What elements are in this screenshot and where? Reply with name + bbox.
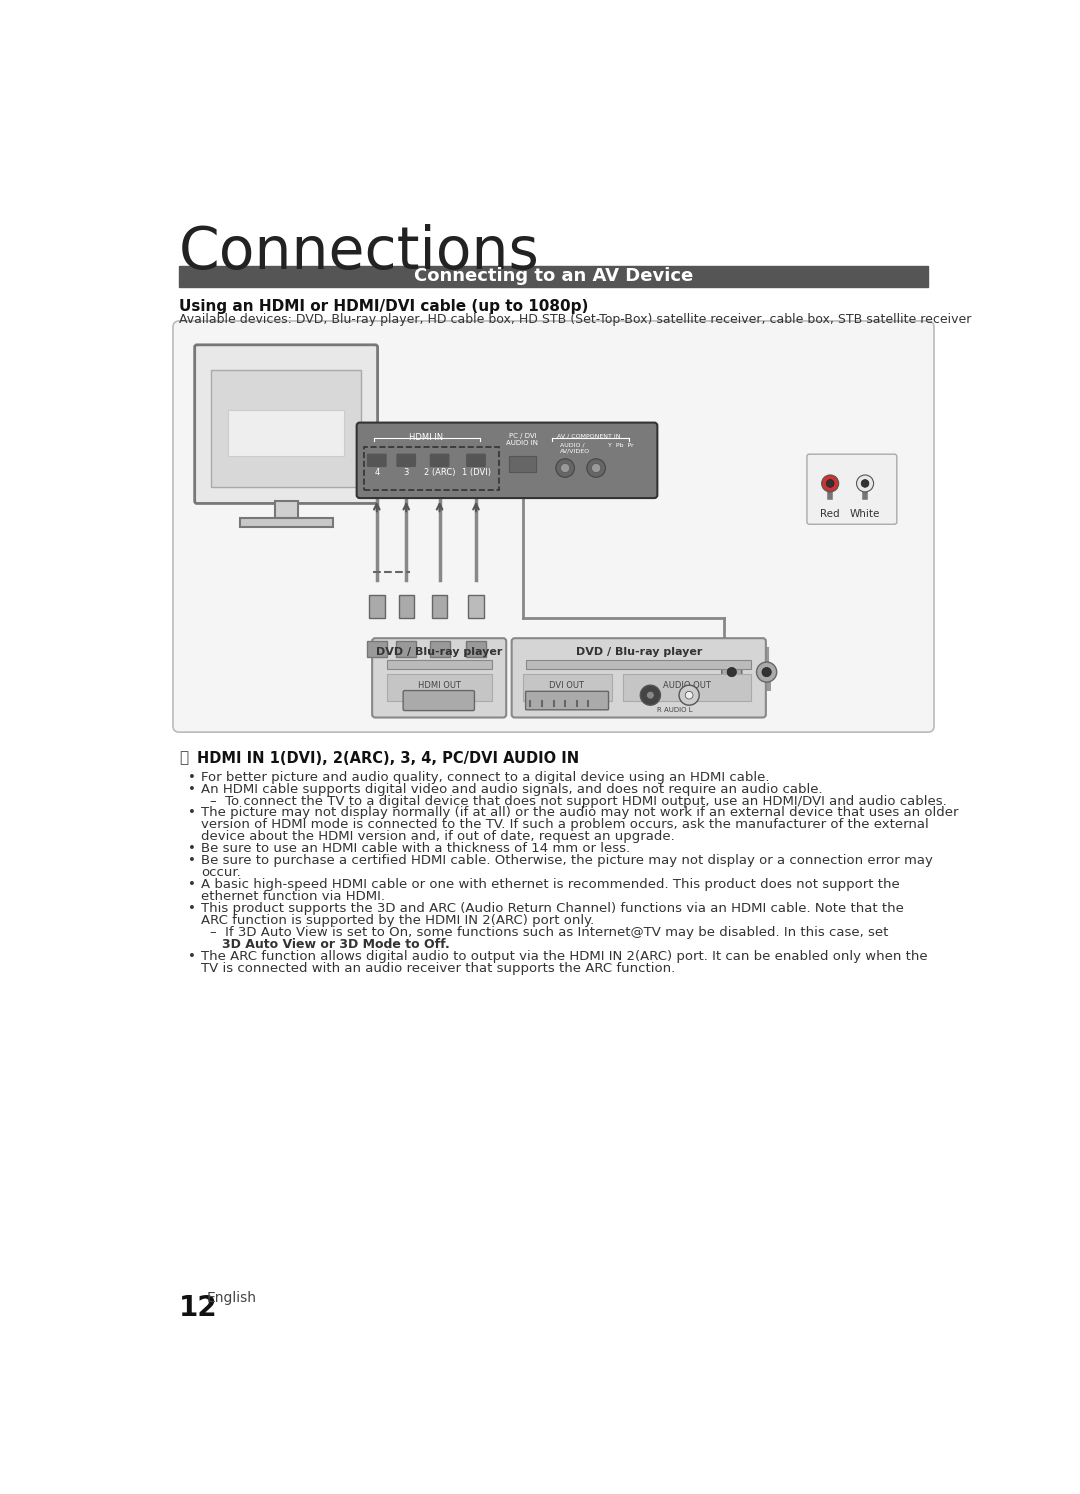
Text: 1 (DVI): 1 (DVI) bbox=[461, 468, 490, 477]
Text: Red: Red bbox=[821, 509, 840, 518]
FancyBboxPatch shape bbox=[807, 454, 896, 524]
Text: DVD / Blu-ray player: DVD / Blu-ray player bbox=[376, 647, 502, 657]
Text: •: • bbox=[188, 783, 195, 796]
Text: •: • bbox=[188, 855, 195, 867]
FancyBboxPatch shape bbox=[173, 321, 934, 732]
Circle shape bbox=[679, 686, 699, 705]
Bar bbox=[399, 595, 414, 619]
FancyBboxPatch shape bbox=[356, 423, 658, 498]
Text: •: • bbox=[188, 771, 195, 784]
Text: version of HDMI mode is connected to the TV. If such a problem occurs, ask the m: version of HDMI mode is connected to the… bbox=[201, 819, 929, 831]
Bar bbox=[387, 674, 491, 701]
Text: ARC function is supported by the HDMI IN 2(ARC) port only.: ARC function is supported by the HDMI IN… bbox=[201, 914, 594, 926]
Circle shape bbox=[586, 459, 606, 477]
Bar bbox=[211, 371, 362, 487]
Text: For better picture and audio quality, connect to a digital device using an HDMI : For better picture and audio quality, co… bbox=[201, 771, 769, 784]
Circle shape bbox=[721, 662, 742, 683]
Text: 2 (ARC): 2 (ARC) bbox=[423, 468, 456, 477]
Text: AV / COMPONENT IN: AV / COMPONENT IN bbox=[556, 433, 620, 438]
Text: 12: 12 bbox=[179, 1294, 218, 1322]
FancyBboxPatch shape bbox=[403, 690, 474, 711]
FancyBboxPatch shape bbox=[194, 345, 378, 503]
Text: R AUDIO L: R AUDIO L bbox=[658, 707, 693, 713]
Circle shape bbox=[822, 475, 839, 492]
Circle shape bbox=[592, 463, 600, 472]
Circle shape bbox=[727, 668, 737, 677]
Text: •: • bbox=[188, 878, 195, 890]
FancyBboxPatch shape bbox=[512, 638, 766, 717]
Bar bbox=[369, 595, 384, 619]
Circle shape bbox=[561, 463, 570, 472]
Text: Be sure to use an HDMI cable with a thickness of 14 mm or less.: Be sure to use an HDMI cable with a thic… bbox=[201, 843, 630, 855]
Bar bbox=[432, 595, 447, 619]
Circle shape bbox=[685, 692, 693, 699]
Text: PC / DVI
AUDIO IN: PC / DVI AUDIO IN bbox=[507, 433, 539, 447]
Text: DVD / Blu-ray player: DVD / Blu-ray player bbox=[576, 647, 702, 657]
Text: English: English bbox=[207, 1291, 257, 1306]
Text: –  To connect the TV to a digital device that does not support HDMI output, use : – To connect the TV to a digital device … bbox=[211, 795, 947, 808]
Text: Connecting to an AV Device: Connecting to an AV Device bbox=[414, 267, 693, 285]
Text: HDMI OUT: HDMI OUT bbox=[418, 681, 461, 690]
Text: 4: 4 bbox=[374, 468, 379, 477]
FancyBboxPatch shape bbox=[397, 454, 416, 466]
Text: TV is connected with an audio receiver that supports the ARC function.: TV is connected with an audio receiver t… bbox=[201, 962, 675, 974]
Bar bbox=[526, 660, 751, 669]
Text: Using an HDMI or HDMI/DVI cable (up to 1080p): Using an HDMI or HDMI/DVI cable (up to 1… bbox=[179, 299, 589, 314]
Text: HDMI IN: HDMI IN bbox=[408, 433, 443, 442]
Text: ethernet function via HDMI.: ethernet function via HDMI. bbox=[201, 890, 384, 902]
Text: Y  Pb  Pr: Y Pb Pr bbox=[608, 442, 633, 448]
Text: •: • bbox=[188, 950, 195, 962]
Text: •: • bbox=[188, 902, 195, 914]
Bar bbox=[364, 447, 499, 490]
Text: The ARC function allows digital audio to output via the HDMI IN 2(ARC) port. It : The ARC function allows digital audio to… bbox=[201, 950, 928, 962]
Bar bbox=[240, 518, 333, 527]
Bar bbox=[509, 457, 537, 472]
Text: AUDIO /
AV/VIDEO: AUDIO / AV/VIDEO bbox=[559, 442, 590, 453]
Bar bbox=[179, 266, 928, 287]
Text: AUDIO OUT: AUDIO OUT bbox=[663, 681, 711, 690]
Circle shape bbox=[556, 459, 575, 477]
Text: HDMI IN 1(DVI), 2(ARC), 3, 4, PC/DVI AUDIO IN: HDMI IN 1(DVI), 2(ARC), 3, 4, PC/DVI AUD… bbox=[197, 750, 579, 765]
Text: •: • bbox=[188, 843, 195, 855]
Circle shape bbox=[826, 480, 834, 487]
Bar bbox=[274, 500, 298, 518]
Text: device about the HDMI version and, if out of date, request an upgrade.: device about the HDMI version and, if ou… bbox=[201, 831, 675, 843]
Bar bbox=[387, 660, 491, 669]
FancyBboxPatch shape bbox=[430, 454, 449, 466]
FancyBboxPatch shape bbox=[367, 454, 387, 466]
Text: Available devices: DVD, Blu-ray player, HD cable box, HD STB (Set-Top-Box) satel: Available devices: DVD, Blu-ray player, … bbox=[179, 314, 972, 326]
Circle shape bbox=[861, 480, 869, 487]
Bar bbox=[523, 674, 611, 701]
Bar bbox=[465, 641, 486, 657]
Bar bbox=[469, 595, 484, 619]
FancyBboxPatch shape bbox=[373, 638, 507, 717]
Text: DVI OUT: DVI OUT bbox=[549, 681, 584, 690]
Circle shape bbox=[856, 475, 874, 492]
Text: 3D Auto View or 3D Mode to Off.: 3D Auto View or 3D Mode to Off. bbox=[221, 938, 449, 950]
Text: 3: 3 bbox=[404, 468, 409, 477]
Text: An HDMI cable supports digital video and audio signals, and does not require an : An HDMI cable supports digital video and… bbox=[201, 783, 823, 796]
Text: A basic high-speed HDMI cable or one with ethernet is recommended. This product : A basic high-speed HDMI cable or one wit… bbox=[201, 878, 900, 890]
Text: Be sure to purchase a certified HDMI cable. Otherwise, the picture may not displ: Be sure to purchase a certified HDMI cab… bbox=[201, 855, 933, 867]
Circle shape bbox=[647, 692, 654, 699]
Bar bbox=[228, 411, 345, 457]
Bar bbox=[430, 641, 449, 657]
Bar bbox=[623, 674, 751, 701]
Text: 📝: 📝 bbox=[179, 750, 188, 765]
Text: •: • bbox=[188, 807, 195, 819]
Text: Connections: Connections bbox=[179, 224, 540, 281]
Circle shape bbox=[757, 662, 777, 683]
Bar bbox=[367, 641, 387, 657]
Text: White: White bbox=[850, 509, 880, 518]
Text: occur.: occur. bbox=[201, 867, 241, 878]
Text: –  If 3D Auto View is set to On, some functions such as Internet@TV may be disab: – If 3D Auto View is set to On, some fun… bbox=[211, 926, 889, 938]
FancyBboxPatch shape bbox=[526, 692, 608, 710]
Text: The picture may not display normally (if at all) or the audio may not work if an: The picture may not display normally (if… bbox=[201, 807, 958, 819]
Circle shape bbox=[762, 668, 771, 677]
Circle shape bbox=[640, 686, 661, 705]
FancyBboxPatch shape bbox=[467, 454, 485, 466]
Text: This product supports the 3D and ARC (Audio Return Channel) functions via an HDM: This product supports the 3D and ARC (Au… bbox=[201, 902, 904, 914]
Bar bbox=[396, 641, 416, 657]
